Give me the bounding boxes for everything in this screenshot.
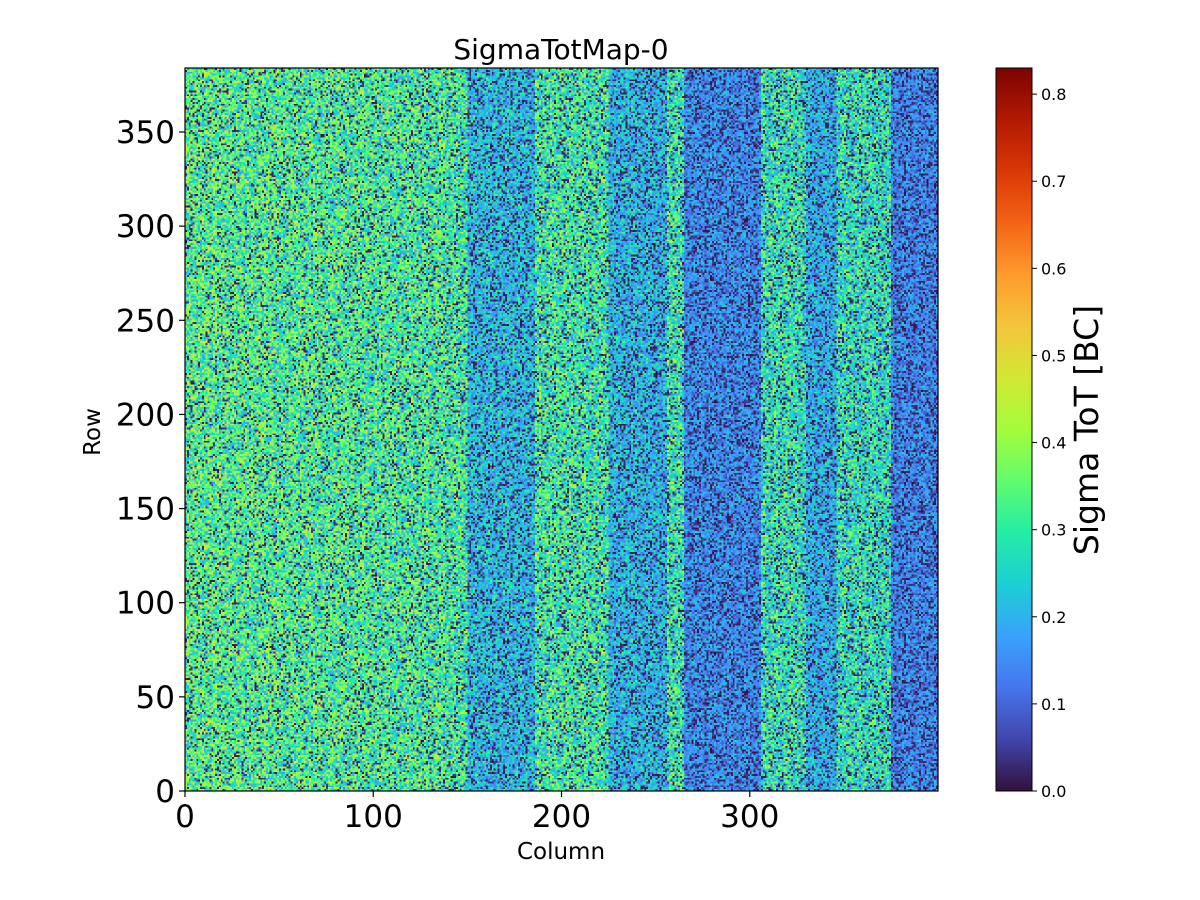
colorbar-tick-label: 0.3: [1041, 521, 1066, 540]
y-axis-ticks: 0 50 100 150 200 250 300 350: [116, 115, 185, 810]
y-tick-label: 200: [116, 397, 175, 433]
y-tick-label: 300: [116, 209, 175, 245]
x-axis-label: Column: [517, 839, 605, 865]
x-tick-label: 100: [344, 799, 403, 835]
colorbar: [995, 67, 1033, 792]
colorbar-tick-label: 0.5: [1041, 346, 1066, 365]
x-tick-label: 200: [532, 799, 591, 835]
chart-title: SigmaTotMap-0: [453, 33, 668, 66]
colorbar-tick-label: 0.2: [1041, 608, 1066, 627]
y-tick-label: 0: [155, 774, 175, 810]
heatmap-grid: [185, 68, 938, 791]
colorbar-ticks: 0.0 0.1 0.2 0.3 0.4 0.5 0.6 0.7 0.8: [1032, 85, 1066, 801]
x-axis-ticks: 0 100 200 300: [175, 791, 779, 835]
colorbar-tick-label: 0.6: [1041, 259, 1066, 278]
y-tick-label: 100: [116, 586, 175, 622]
y-axis-label: Row: [80, 408, 106, 456]
colorbar-tick-label: 0.8: [1041, 85, 1066, 104]
heatmap-cells: [185, 68, 938, 791]
x-tick-label: 300: [720, 799, 779, 835]
y-tick-label: 150: [116, 492, 175, 528]
colorbar-tick-label: 0.4: [1041, 434, 1066, 453]
colorbar-tick-label: 0.7: [1041, 172, 1066, 191]
y-tick-label: 250: [116, 303, 175, 339]
colorbar-tick-label: 0.0: [1041, 782, 1066, 801]
colorbar-tick-label: 0.1: [1041, 695, 1066, 714]
y-tick-label: 350: [116, 115, 175, 151]
x-tick-label: 0: [175, 799, 195, 835]
colorbar-label: Sigma ToT [BC]: [1067, 305, 1106, 555]
y-tick-label: 50: [136, 680, 175, 716]
